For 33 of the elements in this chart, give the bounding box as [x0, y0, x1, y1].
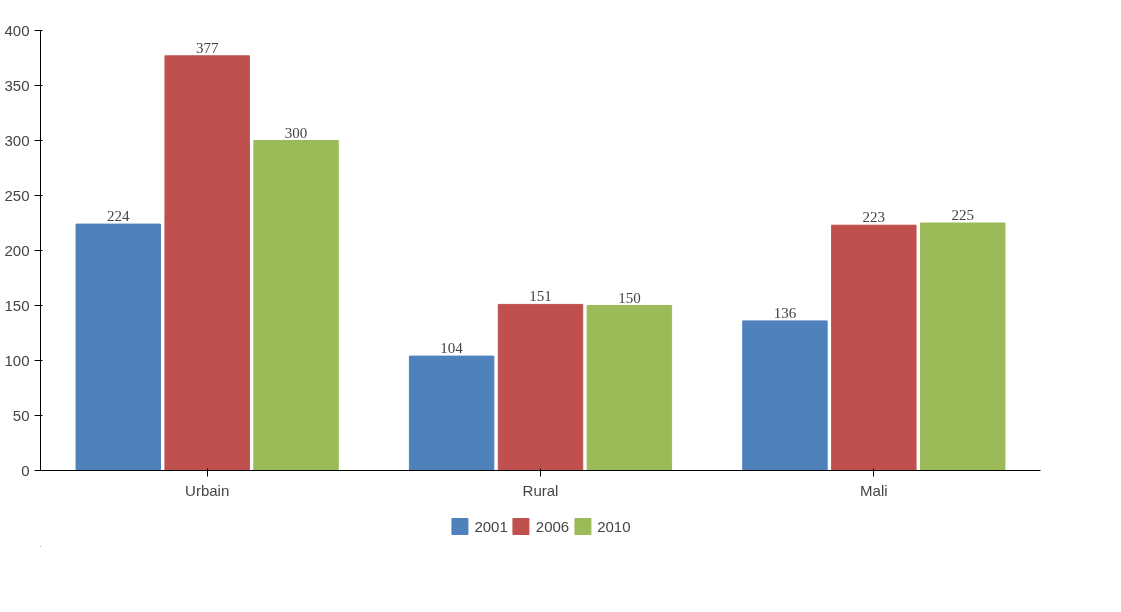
bar	[920, 222, 1006, 471]
bar	[497, 303, 584, 471]
bar	[75, 223, 161, 471]
data-label: 223	[862, 209, 886, 226]
y-tick-label: 150	[4, 296, 30, 314]
y-tick-label: 350	[4, 76, 30, 94]
data-label: 224	[107, 208, 131, 225]
bar	[831, 224, 917, 471]
y-tick-label: 400	[4, 21, 30, 39]
data-label: 225	[951, 207, 974, 223]
legend-label: 2010	[597, 517, 631, 535]
bar	[164, 55, 250, 471]
x-tick-label: Urbain	[185, 481, 230, 499]
y-tick-label: 300	[4, 131, 30, 149]
bar	[253, 140, 339, 471]
bar	[408, 355, 495, 471]
data-label: 104	[440, 340, 464, 357]
bar	[586, 305, 673, 471]
x-tick-label: Mali	[860, 481, 888, 499]
data-label: 300	[284, 124, 308, 141]
bar	[742, 320, 828, 471]
y-tick-label: 200	[4, 241, 30, 259]
y-tick-label: 50	[12, 406, 30, 424]
data-label: 151	[529, 288, 552, 305]
y-tick-label: 100	[4, 351, 30, 369]
x-tick-label: Rural	[522, 481, 559, 499]
data-label: 150	[618, 289, 641, 306]
legend-label: 2001	[474, 517, 508, 535]
data-label: 136	[773, 304, 797, 321]
y-tick-label: 250	[4, 186, 30, 204]
data-label: 377	[195, 39, 219, 56]
y-tick-label: 0	[21, 461, 30, 479]
legend-label: 2006	[535, 517, 570, 535]
